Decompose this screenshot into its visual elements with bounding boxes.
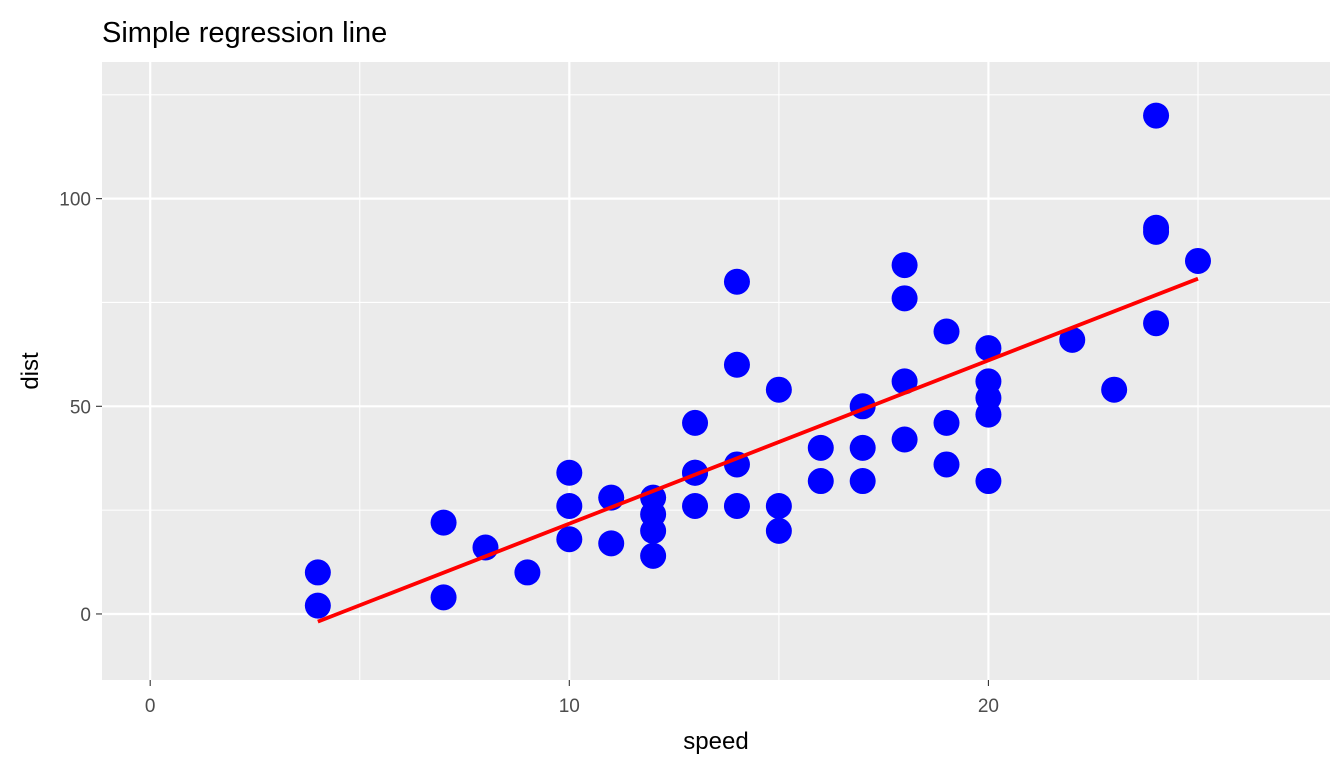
- data-point: [891, 252, 918, 279]
- data-point: [304, 592, 331, 619]
- data-point: [933, 409, 960, 436]
- x-axis-title: speed: [683, 728, 748, 755]
- data-point: [723, 451, 750, 478]
- data-point: [430, 584, 457, 611]
- data-point: [891, 426, 918, 453]
- y-axis: 0 50 100: [59, 190, 102, 626]
- data-point: [682, 492, 709, 519]
- y-tick-label: 100: [59, 190, 91, 211]
- data-point: [556, 459, 583, 486]
- data-point: [723, 492, 750, 519]
- data-point: [849, 468, 876, 495]
- plot-panel: [102, 62, 1330, 680]
- data-point: [891, 285, 918, 312]
- data-point: [975, 368, 1002, 395]
- data-point: [807, 434, 834, 461]
- data-point: [723, 268, 750, 295]
- data-point: [891, 368, 918, 395]
- x-tick-label: 0: [145, 696, 156, 717]
- data-point: [514, 559, 541, 586]
- data-point: [1143, 102, 1170, 129]
- regression-line: [317, 276, 1199, 624]
- data-point: [933, 318, 960, 345]
- y-axis-title: dist: [17, 352, 44, 390]
- data-point: [765, 376, 792, 403]
- x-axis: 0 10 20: [145, 680, 999, 717]
- x-tick-label: 10: [559, 696, 580, 717]
- data-point: [1143, 310, 1170, 337]
- data-point: [765, 492, 792, 519]
- data-point: [765, 517, 792, 544]
- data-point: [849, 434, 876, 461]
- data-point: [1184, 247, 1211, 274]
- y-tick-label: 50: [70, 397, 91, 418]
- data-point: [556, 492, 583, 519]
- data-point: [1059, 326, 1086, 353]
- data-point: [682, 409, 709, 436]
- data-point: [975, 468, 1002, 495]
- minor-gridlines: [102, 62, 1330, 680]
- data-point: [430, 509, 457, 536]
- data-point: [556, 526, 583, 553]
- data-point: [975, 335, 1002, 362]
- data-point: [723, 351, 750, 378]
- data-point: [598, 530, 625, 557]
- data-point: [933, 451, 960, 478]
- y-tick-label: 0: [80, 605, 91, 626]
- data-point: [1101, 376, 1128, 403]
- data-point: [807, 468, 834, 495]
- x-tick-label: 20: [978, 696, 999, 717]
- data-point: [640, 484, 667, 511]
- chart-title: Simple regression line: [102, 17, 387, 49]
- regression-line-group: [317, 276, 1199, 624]
- data-point: [304, 559, 331, 586]
- data-point: [640, 542, 667, 569]
- data-point: [1143, 214, 1170, 241]
